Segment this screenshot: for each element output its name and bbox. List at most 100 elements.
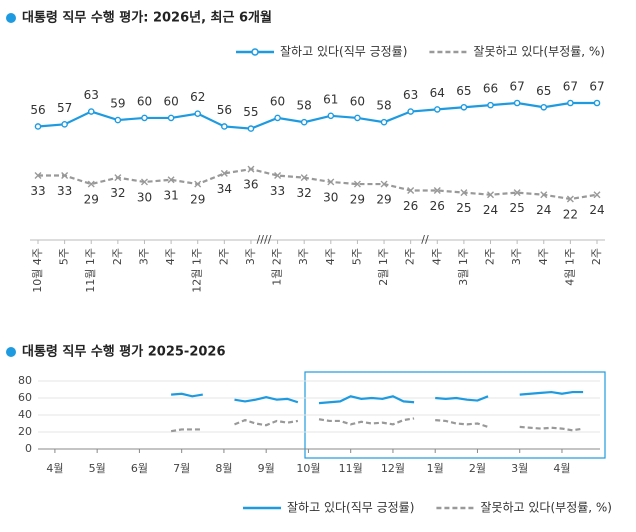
data-label: 30 — [137, 190, 152, 204]
point — [221, 123, 228, 130]
point — [220, 169, 228, 177]
point — [247, 125, 255, 132]
data-label: 29 — [84, 193, 99, 207]
data-label: 25 — [456, 201, 471, 215]
point — [327, 178, 335, 186]
point — [433, 186, 441, 194]
data-label: 29 — [376, 193, 391, 207]
x-tick-label: 11월 — [339, 462, 363, 475]
point — [487, 191, 495, 199]
x-tick-label: 6월 — [131, 462, 148, 475]
legend-marker — [251, 48, 259, 56]
x-tick-label: 4주 — [430, 248, 443, 265]
data-label: 26 — [430, 199, 445, 213]
data-label: 63 — [403, 88, 418, 102]
point — [61, 121, 68, 128]
chart-title: 대통령 직무 수행 평가 2025-2026 — [22, 344, 226, 360]
data-label: 26 — [403, 199, 418, 213]
x-tick-label: 1월 2주 — [271, 248, 284, 286]
x-tick-label: 7월 — [173, 462, 190, 475]
x-tick-label: 3월 1주 — [457, 248, 470, 286]
data-label: 65 — [456, 84, 471, 98]
y-tick-label: 0 — [25, 442, 32, 455]
point — [460, 103, 468, 111]
data-label: 25 — [510, 201, 525, 215]
point — [300, 118, 308, 126]
data-label: 67 — [510, 80, 525, 94]
point — [274, 114, 281, 122]
point — [487, 101, 494, 109]
data-label: 36 — [243, 178, 258, 192]
point — [380, 118, 388, 126]
data-label: 65 — [536, 84, 551, 98]
x-tick-label: 5주 — [350, 248, 363, 265]
data-label: 56 — [30, 103, 45, 117]
x-tick-label: 1월 — [427, 462, 444, 475]
series-line — [519, 425, 584, 432]
series-line — [318, 417, 415, 426]
point — [300, 174, 308, 182]
x-tick-label: 4주 — [537, 248, 550, 265]
x-tick-label: 3주 — [510, 248, 523, 265]
point — [354, 114, 361, 122]
data-label: 56 — [217, 103, 232, 117]
y-tick-label: 80 — [18, 374, 32, 387]
y-tick-label: 60 — [18, 391, 32, 404]
data-label: 34 — [217, 182, 232, 196]
data-label: 22 — [563, 208, 578, 222]
series-line — [318, 395, 415, 405]
data-label: 58 — [376, 99, 391, 113]
data-label: 66 — [483, 82, 498, 96]
y-tick-label: 40 — [18, 408, 32, 421]
x-tick-label: 5주 — [58, 248, 71, 265]
point — [167, 176, 175, 184]
data-label: 55 — [243, 105, 258, 119]
title-bullet — [6, 347, 16, 357]
x-tick-label: 4주 — [164, 248, 177, 265]
x-tick-label: 5월 — [89, 462, 106, 475]
x-tick-label: 4월 1주 — [563, 248, 576, 286]
point — [593, 191, 601, 199]
point — [274, 172, 282, 180]
x-tick-label: 4월 — [46, 462, 63, 475]
x-tick-label: 2주 — [217, 248, 230, 265]
x-tick-label: 4주 — [324, 248, 337, 265]
point — [593, 99, 601, 107]
point — [327, 112, 335, 120]
series-line — [234, 396, 299, 404]
axis-break: //// — [257, 233, 272, 246]
data-label: 29 — [350, 193, 365, 207]
x-tick-label: 2주 — [484, 248, 497, 265]
series-line — [170, 428, 203, 433]
x-tick-label: 9월 — [258, 462, 275, 475]
x-tick-label: 2주 — [111, 248, 124, 265]
x-tick-label: 8월 — [215, 462, 232, 475]
data-label: 32 — [297, 186, 312, 200]
data-label: 30 — [323, 190, 338, 204]
series-line — [234, 418, 299, 427]
chart-title: 대통령 직무 수행 평가: 2026년, 최근 6개월 — [22, 10, 272, 26]
data-label: 58 — [297, 99, 312, 113]
data-label: 67 — [589, 80, 604, 94]
point — [61, 172, 69, 180]
title-bullet — [6, 13, 16, 23]
series-line — [37, 101, 597, 130]
point — [460, 189, 468, 197]
x-tick-label: 2월 1주 — [377, 248, 390, 286]
point — [194, 180, 202, 188]
x-tick-label: 2월 — [469, 462, 486, 475]
point — [114, 116, 122, 124]
x-tick-label: 12월 — [381, 462, 405, 475]
point — [407, 186, 415, 194]
series-line — [171, 392, 203, 398]
point — [407, 108, 414, 115]
x-tick-label: 10월 — [296, 462, 320, 475]
point — [34, 123, 42, 130]
data-label: 60 — [270, 94, 285, 108]
x-tick-label: 12월 1주 — [191, 248, 204, 293]
point — [380, 180, 388, 188]
point — [513, 99, 521, 107]
point — [114, 174, 122, 182]
point — [87, 180, 95, 188]
data-label: 57 — [57, 101, 72, 115]
